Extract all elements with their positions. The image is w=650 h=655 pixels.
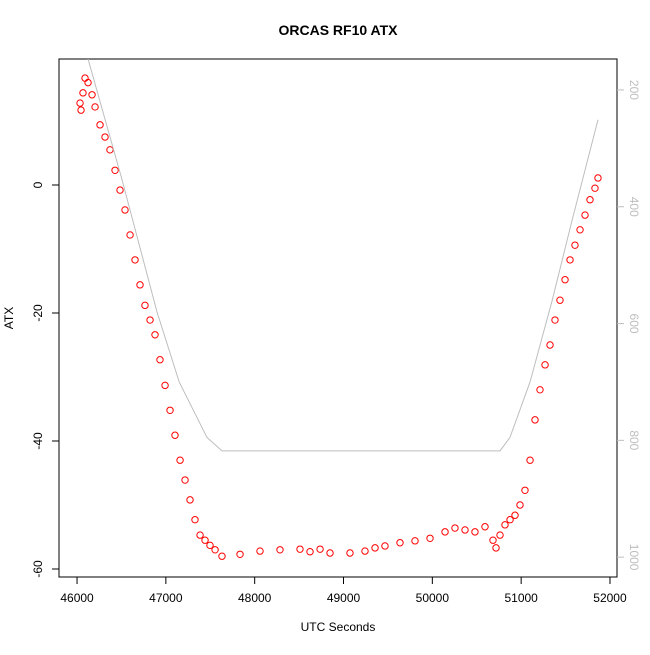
- point: [106, 146, 114, 154]
- point: [381, 542, 389, 550]
- y-tick-label: -60: [31, 560, 45, 578]
- point: [492, 544, 500, 552]
- point: [156, 356, 164, 364]
- x-axis-label: UTC Seconds: [301, 620, 376, 634]
- point: [91, 103, 99, 111]
- point: [576, 226, 584, 234]
- point: [489, 536, 497, 544]
- point: [206, 541, 214, 550]
- plot-frame: [58, 58, 618, 578]
- point: [256, 547, 264, 555]
- point: [506, 516, 514, 524]
- point: [196, 531, 204, 539]
- plot-area: [76, 59, 602, 560]
- point: [536, 386, 544, 394]
- point: [481, 523, 489, 531]
- point: [236, 550, 244, 558]
- point: [566, 256, 574, 264]
- point: [186, 496, 194, 504]
- point: [556, 296, 564, 304]
- point: [561, 276, 569, 284]
- point: [451, 524, 459, 532]
- point: [511, 511, 519, 519]
- point: [121, 206, 129, 214]
- x-tick-label: 49000: [327, 591, 361, 605]
- point: [79, 89, 87, 97]
- point: [526, 456, 534, 464]
- point: [84, 78, 92, 87]
- x-tick-label: 52000: [593, 591, 627, 605]
- point: [126, 231, 134, 239]
- point: [346, 549, 354, 557]
- point: [461, 526, 469, 534]
- y-tick-label: 0: [31, 181, 45, 188]
- point: [166, 406, 174, 414]
- point: [551, 316, 559, 324]
- point: [594, 174, 602, 182]
- x-tick-label: 51000: [504, 591, 538, 605]
- point: [441, 528, 449, 536]
- point: [276, 546, 284, 554]
- point: [411, 537, 419, 545]
- point: [116, 186, 124, 194]
- y-tick-label: -40: [31, 432, 45, 450]
- point: [521, 486, 529, 494]
- point: [161, 381, 169, 390]
- point: [136, 281, 144, 289]
- x-tick-label: 46000: [60, 591, 94, 605]
- point: [191, 516, 199, 524]
- point: [218, 552, 226, 560]
- point: [326, 549, 334, 557]
- point: [211, 546, 219, 554]
- point: [81, 74, 89, 82]
- y2-tick-label: 200: [627, 80, 641, 100]
- x-tick-label: 47000: [149, 591, 183, 605]
- point: [426, 534, 434, 542]
- point: [516, 501, 524, 509]
- point: [88, 91, 96, 99]
- point: [101, 133, 109, 141]
- point: [141, 301, 149, 310]
- point: [151, 331, 159, 339]
- point: [176, 456, 184, 464]
- chart-title: ORCAS RF10 ATX: [278, 22, 398, 38]
- point: [501, 521, 509, 529]
- y2-tick-label: 400: [627, 197, 641, 217]
- line: [87, 59, 599, 452]
- point: [76, 99, 84, 107]
- point: [171, 431, 179, 439]
- point: [361, 547, 369, 555]
- point: [146, 316, 154, 324]
- y-axis-label: ATX: [2, 307, 16, 329]
- y2-tick-label: 1000: [627, 544, 641, 571]
- point: [111, 166, 119, 174]
- point: [571, 241, 579, 249]
- point: [306, 548, 314, 556]
- point: [371, 544, 379, 552]
- point: [396, 539, 404, 547]
- x-tick-label: 50000: [416, 591, 450, 605]
- point: [586, 196, 594, 204]
- point: [131, 256, 139, 264]
- point: [541, 361, 549, 369]
- y2-tick-label: 800: [627, 430, 641, 450]
- point: [96, 121, 104, 129]
- point: [181, 476, 189, 484]
- point: [296, 545, 304, 553]
- y-tick-label: -20: [31, 304, 45, 322]
- point: [581, 211, 589, 219]
- point: [496, 531, 504, 539]
- point: [316, 545, 324, 553]
- point: [591, 184, 599, 192]
- point: [546, 341, 554, 349]
- point: [77, 106, 85, 114]
- point: [531, 416, 539, 424]
- y2-tick-label: 600: [627, 314, 641, 334]
- point: [471, 528, 479, 536]
- point: [201, 536, 209, 544]
- x-tick-label: 48000: [238, 591, 272, 605]
